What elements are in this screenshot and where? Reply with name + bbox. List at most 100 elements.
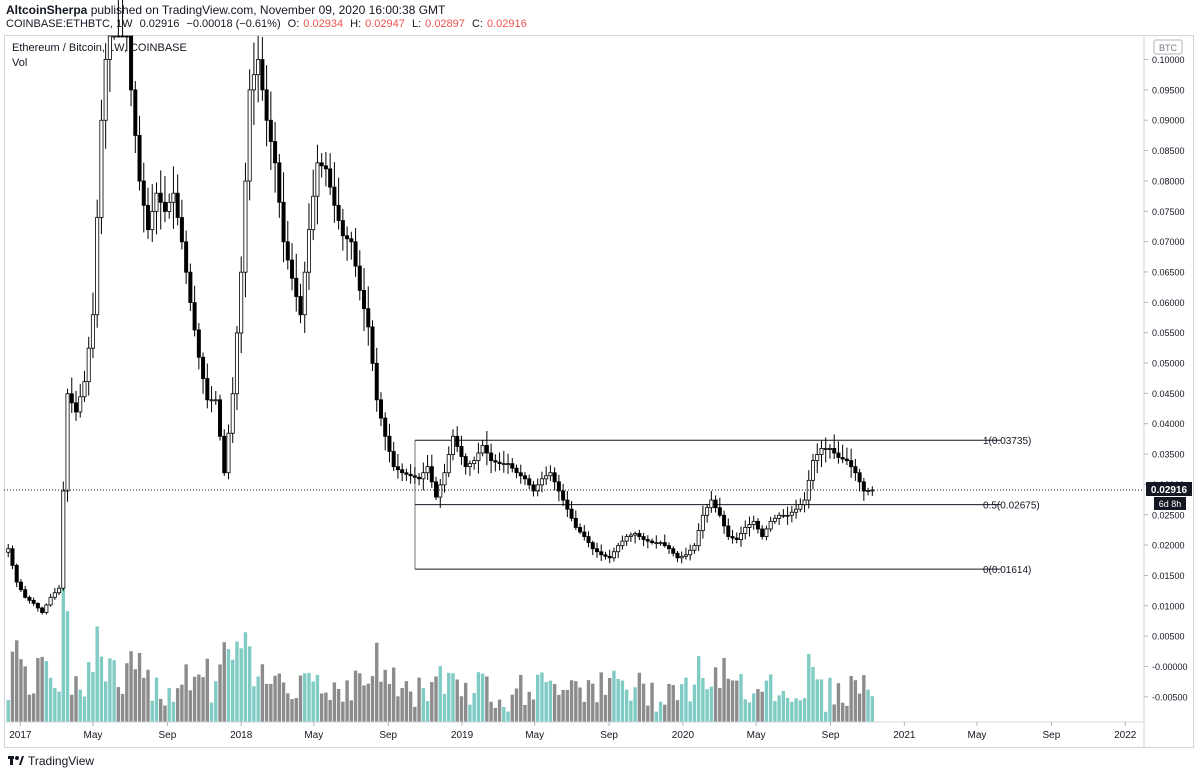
- chart-frame[interactable]: [4, 35, 1194, 748]
- volume-bar: [845, 705, 849, 722]
- candle-body: [827, 448, 832, 450]
- candle-body: [565, 499, 570, 510]
- candle-body: [408, 473, 413, 477]
- candle-body: [599, 551, 604, 556]
- candle-body: [794, 508, 799, 513]
- candle-body: [400, 469, 405, 474]
- volume-bar: [853, 680, 858, 722]
- candle-body: [78, 396, 83, 413]
- candle-body: [667, 545, 672, 550]
- volume-bar: [188, 690, 193, 722]
- close-label: C:: [471, 18, 483, 30]
- volume-bar: [836, 683, 841, 722]
- candle-body: [69, 393, 74, 404]
- time-axis[interactable]: 2017 May Sep 2018 May Sep 2019 May Sep 2020 May Sep…: [9, 722, 1137, 741]
- close-value: 0.02916: [486, 18, 527, 30]
- open-value: 0.02934: [303, 18, 344, 30]
- price-axis[interactable]: 0.10000 0.09500 0.09000 0.08500 0.08000 0.075…: [1144, 55, 1188, 702]
- candle-body: [552, 472, 557, 483]
- volume-bar: [523, 704, 527, 722]
- volume-bar: [637, 672, 642, 722]
- candle-body: [417, 476, 422, 480]
- candle-body: [777, 514, 782, 519]
- candle-body: [188, 271, 193, 303]
- volume-bar: [476, 672, 481, 722]
- volume-bar: [269, 683, 273, 722]
- volume-bar: [739, 674, 743, 722]
- published-text: published on TradingView.com, November 0…: [90, 3, 446, 17]
- footer-brand[interactable]: TradingView: [8, 754, 94, 769]
- fib-level-label: 0.5(0.02675): [983, 501, 1040, 512]
- volume-bar: [548, 680, 553, 722]
- publisher-name[interactable]: AltcoinSherpa: [6, 3, 88, 17]
- candle-body: [290, 259, 295, 279]
- candle-body: [768, 520, 773, 530]
- price-tick-label: 0.01500: [1152, 571, 1185, 581]
- candle-body: [366, 308, 371, 328]
- price-tick-label: 0.09500: [1152, 85, 1185, 95]
- volume-bar: [243, 632, 248, 722]
- candle-body: [205, 378, 210, 401]
- candle-body: [196, 329, 201, 358]
- time-tick-label: 2022: [1114, 730, 1137, 741]
- volume-bar: [260, 664, 265, 722]
- volume-bar: [311, 681, 315, 722]
- candle-body: [395, 466, 400, 471]
- volume-bar: [171, 701, 176, 722]
- volume-bar: [133, 669, 138, 722]
- candle-body: [209, 399, 214, 402]
- candle-body: [493, 460, 498, 463]
- volume-bar: [569, 680, 574, 722]
- candle-body: [268, 119, 273, 142]
- candle-body: [747, 523, 752, 528]
- candle-body: [539, 478, 544, 486]
- legend-title: Ethereum / Bitcoin, 1W, COINBASE: [12, 42, 187, 54]
- candle-body: [442, 472, 447, 486]
- high-label: H:: [350, 18, 362, 30]
- volume-bar: [663, 704, 667, 722]
- candle-body: [171, 192, 176, 203]
- candle-body: [306, 229, 311, 273]
- candle-body: [607, 555, 612, 559]
- candle-body: [798, 504, 803, 510]
- candle-body: [328, 168, 333, 188]
- candle-body: [726, 525, 731, 537]
- volume-bar: [794, 698, 798, 722]
- volume-bar: [832, 704, 836, 722]
- price-tick-label: 0.08000: [1152, 176, 1185, 186]
- volume-bar: [544, 681, 548, 722]
- candle-body: [688, 549, 693, 556]
- candle-body: [709, 499, 714, 509]
- volume-bar: [578, 687, 582, 722]
- footer-brand-text: TradingView: [28, 754, 95, 768]
- candle-body: [501, 463, 506, 466]
- candle-body: [730, 536, 735, 539]
- volume-bar: [82, 696, 87, 722]
- candle-body: [705, 507, 710, 516]
- volume-bar: [286, 693, 290, 722]
- candle-body: [832, 448, 837, 454]
- price-tick-label: 0.00500: [1152, 632, 1185, 642]
- candle-body: [141, 180, 146, 206]
- candle-body: [52, 592, 57, 598]
- volume-bar: [824, 711, 828, 722]
- volume-bar: [349, 700, 354, 722]
- volume-bar: [256, 676, 260, 722]
- volume-bar: [633, 687, 637, 722]
- candle-body: [497, 461, 502, 465]
- candle-body: [281, 201, 286, 243]
- volume-bar: [358, 673, 362, 722]
- time-tick-label: Sep: [1043, 730, 1061, 741]
- tradingview-logo-icon: [8, 754, 24, 769]
- fib-levels[interactable]: 1(0.03735) 0.5(0.02675) 0(0.01614): [414, 436, 1040, 576]
- candle-body: [14, 565, 19, 583]
- volume-bar: [726, 678, 730, 722]
- candle-body: [561, 490, 566, 501]
- candle-body: [40, 607, 45, 613]
- candle-body: [425, 466, 430, 474]
- candle-body: [103, 59, 108, 121]
- candle-body: [535, 484, 540, 492]
- volume-bar: [760, 691, 764, 722]
- volume-bar: [192, 676, 197, 722]
